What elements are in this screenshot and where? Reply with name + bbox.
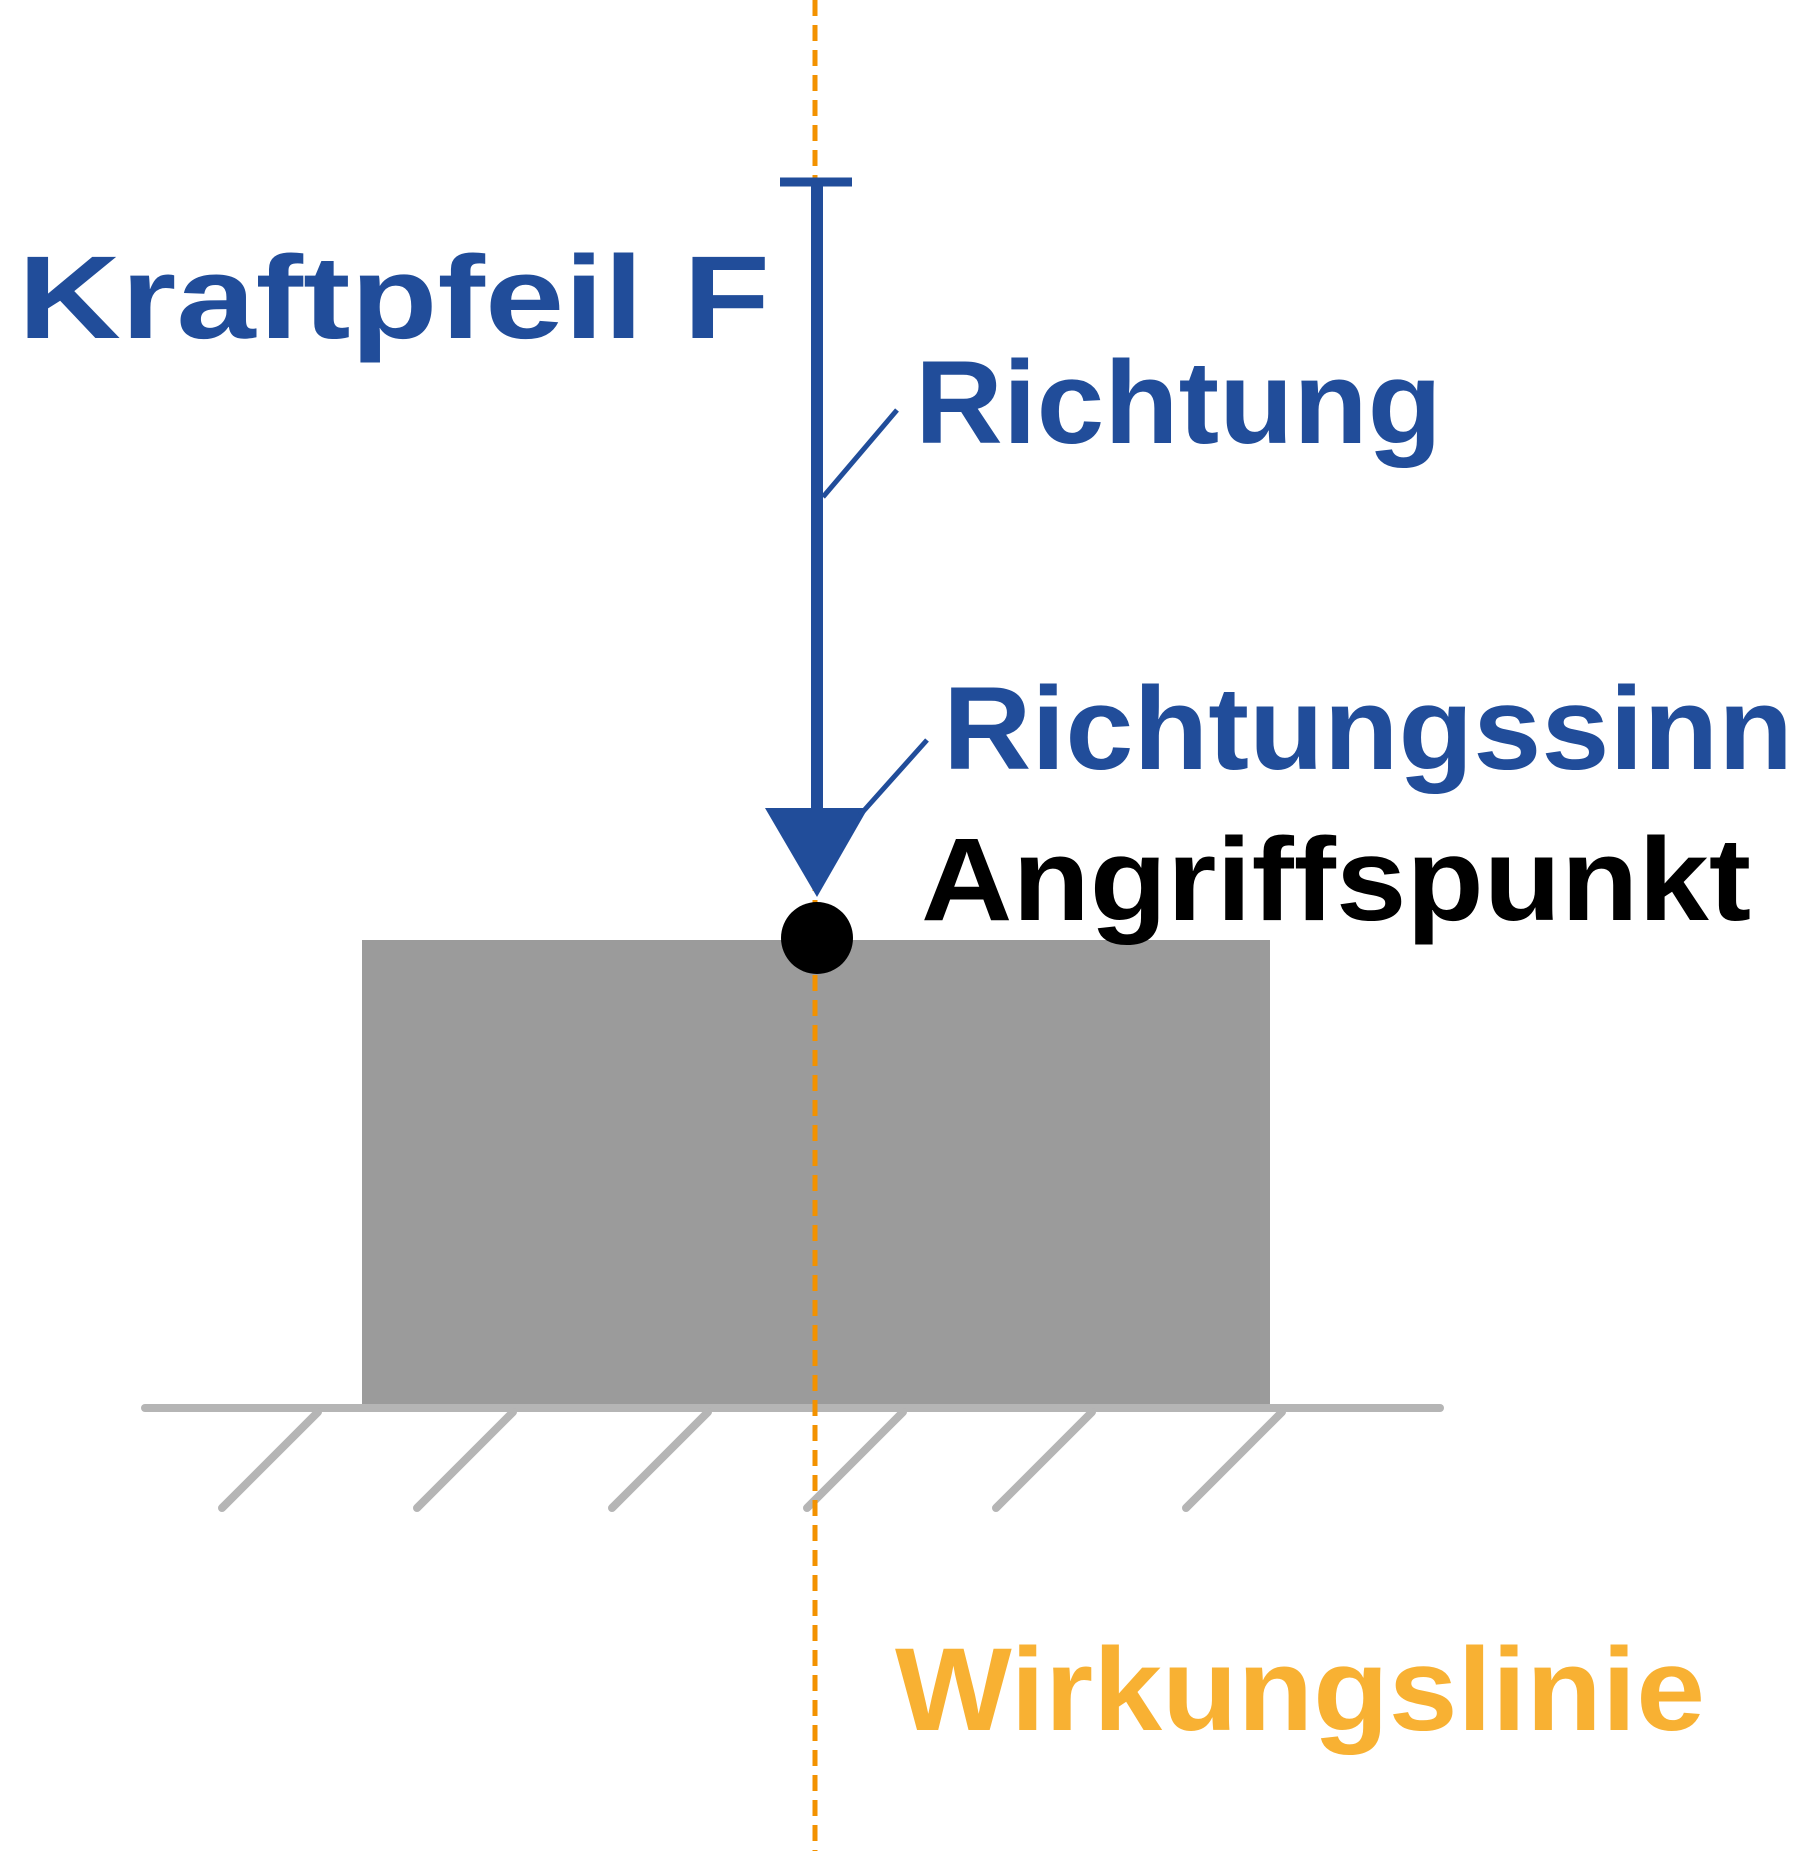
ground <box>141 1404 1444 1512</box>
ground-hatch <box>992 1408 1096 1512</box>
ground-hatch <box>803 1408 907 1512</box>
ground-hatch <box>1182 1408 1286 1512</box>
point-of-application-dot <box>781 902 853 974</box>
force-arrow-head <box>765 808 868 897</box>
direction-label: Richtung <box>915 337 1442 469</box>
point-of-application-label: Angriffspunkt <box>921 814 1751 946</box>
force-arrow <box>765 177 868 897</box>
direction-leader-line <box>821 408 899 499</box>
ground-hatch <box>608 1408 712 1512</box>
sense-of-direction-label: Richtungssinn <box>943 663 1793 795</box>
sense-leader-line <box>858 738 929 817</box>
ground-hatch <box>413 1408 517 1512</box>
force-arrow-label: Kraftpfeil F <box>18 232 770 364</box>
line-of-action-label: Wirkungslinie <box>895 1624 1705 1756</box>
ground-hatch <box>218 1408 322 1512</box>
